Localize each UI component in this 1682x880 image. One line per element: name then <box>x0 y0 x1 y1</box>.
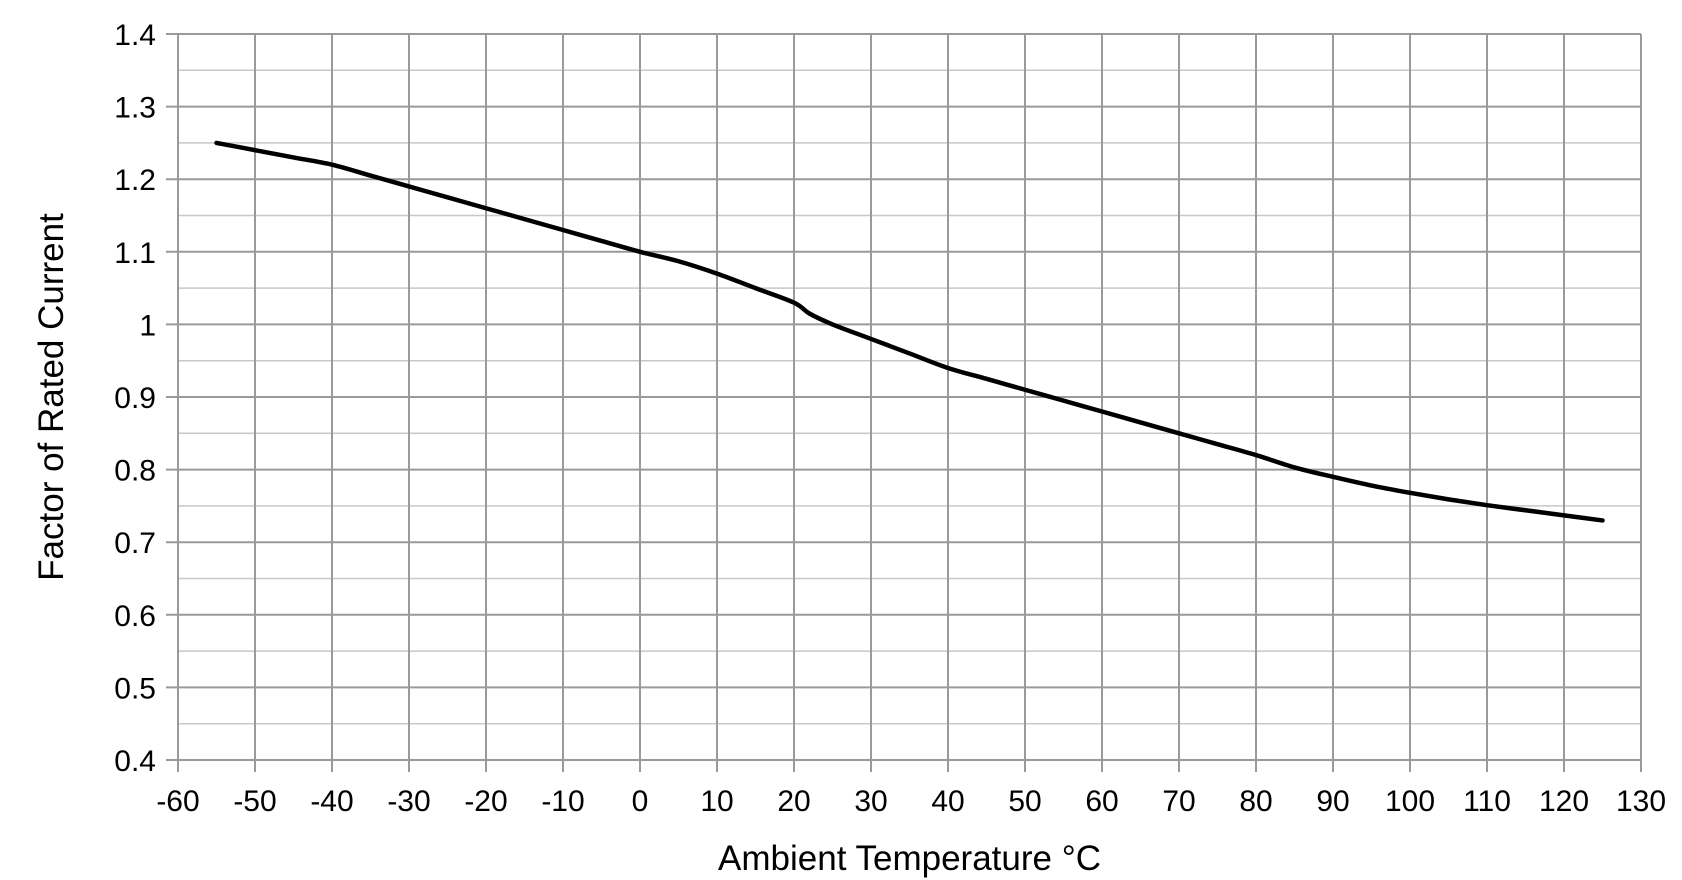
y-tick-label: 0.6 <box>114 600 156 633</box>
series-line-group <box>214 140 1605 523</box>
x-tick-label: 50 <box>1008 785 1041 818</box>
y-tick-label: 0.4 <box>114 745 156 778</box>
x-tick-label: 80 <box>1239 785 1272 818</box>
y-tick-label: 1.1 <box>114 237 156 270</box>
y-tick-label: 0.9 <box>114 382 156 415</box>
x-tick-label: 60 <box>1085 785 1118 818</box>
x-tick-label: 40 <box>931 785 964 818</box>
x-tick-label: -30 <box>387 785 430 818</box>
x-tick-label: 120 <box>1539 785 1589 818</box>
x-tick-labels: -60 -50 -40 -30 -20 -10 0 10 20 30 40 50 60 70 80 90 100… <box>156 785 1666 818</box>
y-tick-labels: 0.4 0.5 0.6 0.7 0.8 0.9 1 1.1 1.2 1.3 1.4 <box>114 19 156 778</box>
x-tick-label: 100 <box>1385 785 1435 818</box>
x-tick-label: -60 <box>156 785 199 818</box>
x-tick-label: 30 <box>854 785 887 818</box>
y-tick-label: 1.2 <box>114 164 156 197</box>
x-tick-label: -10 <box>541 785 584 818</box>
x-tick-label: 0 <box>632 785 649 818</box>
x-tick-label: 90 <box>1316 785 1349 818</box>
y-tick-label: 0.8 <box>114 455 156 488</box>
y-tick-label: 1.4 <box>114 19 156 52</box>
x-tick-label: 70 <box>1162 785 1195 818</box>
x-tick-label: 10 <box>700 785 733 818</box>
x-tick-label: -40 <box>310 785 353 818</box>
x-tick-label: -20 <box>464 785 507 818</box>
grid <box>166 33 1642 772</box>
x-tick-label: 110 <box>1463 785 1511 818</box>
x-tick-label: 20 <box>777 785 810 818</box>
y-tick-label: 0.7 <box>114 527 156 560</box>
y-tick-label: 0.5 <box>114 672 156 705</box>
y-tick-label: 1.3 <box>114 92 156 125</box>
y-tick-label: 1 <box>139 309 156 342</box>
x-axis-title: Ambient Temperature °C <box>718 839 1101 878</box>
series-line <box>214 140 1605 523</box>
x-tick-label: 130 <box>1616 785 1666 818</box>
x-tick-label: -50 <box>233 785 276 818</box>
y-axis-title: Factor of Rated Current <box>32 213 71 581</box>
